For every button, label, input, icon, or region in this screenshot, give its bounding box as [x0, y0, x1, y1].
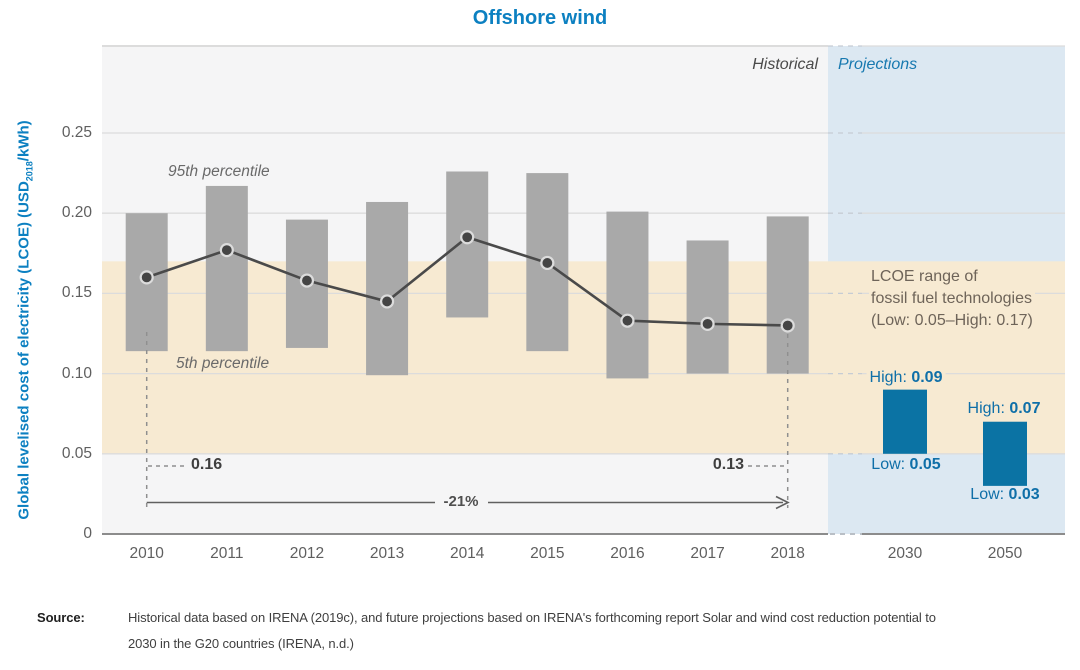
low-value: 0.03: [1008, 486, 1040, 503]
x-tick-2012: 2012: [289, 545, 325, 562]
range-bar-2018: [766, 216, 809, 374]
pct-arrow-head: [775, 495, 790, 510]
high-value: 0.07: [1009, 400, 1041, 417]
y-axis-label-unit: /kWh): [15, 120, 33, 162]
5th-percentile-label: 5th percentile: [176, 355, 270, 372]
fossil-fuel-band-label-line1: LCOE range of: [871, 268, 978, 285]
x-tick-2013: 2013: [369, 545, 405, 562]
page-title: Offshore wind: [472, 7, 608, 29]
x-tick-2010: 2010: [129, 545, 164, 562]
y-tick-0.10: 0.10: [61, 364, 92, 382]
x-tick-2050: 2050: [987, 545, 1023, 562]
avg-marker-2018: [780, 318, 795, 333]
avg-marker-2017: [700, 316, 715, 331]
y-axis-label-text: Global levelised cost of electricity (LC…: [15, 181, 33, 520]
2018-value-callout: 0.13: [712, 456, 744, 473]
projection-2030-low-label: Low: 0.05: [868, 456, 944, 474]
x-tick-2030: 2030: [887, 545, 923, 562]
x-tick-2017: 2017: [690, 545, 725, 562]
high-prefix: High:: [967, 400, 1010, 417]
source-label: Source:: [37, 610, 85, 625]
y-tick-0.05: 0.05: [61, 444, 92, 462]
2010-value-callout: 0.16: [191, 456, 223, 473]
range-bar-2016: [606, 211, 649, 379]
low-prefix: Low:: [970, 486, 1009, 503]
projection-2030-high-label: High: 0.09: [866, 369, 946, 387]
projection-bar-2050: [983, 421, 1027, 486]
low-value: 0.05: [909, 456, 941, 473]
low-prefix: Low:: [871, 456, 910, 473]
range-bar-2011: [205, 185, 248, 352]
y-tick-0.20: 0.20: [61, 204, 92, 222]
projection-2050-low-label: Low: 0.03: [967, 486, 1043, 504]
avg-marker-2010: [139, 270, 154, 285]
source-text-line2: 2030 in the G20 countries (IRENA, n.d.): [128, 636, 354, 651]
y-tick-0.15: 0.15: [61, 284, 92, 302]
source-text: Historical data based on IRENA (2019c), …: [128, 605, 1047, 657]
range-bar-2017: [686, 240, 729, 374]
x-tick-2018: 2018: [770, 545, 805, 562]
percent-change-callout: -21%: [443, 493, 479, 510]
y-tick-0: 0: [83, 525, 92, 542]
high-prefix: High:: [869, 369, 912, 386]
y-tick-0.25: 0.25: [61, 124, 92, 141]
fossil-fuel-band-label-line2: fossil fuel technologies: [871, 290, 1032, 307]
historical-panel-label: Historical: [752, 56, 818, 73]
avg-marker-2013: [379, 294, 395, 309]
avg-marker-2014: [460, 230, 475, 245]
avg-marker-2016: [620, 313, 635, 328]
95th-percentile-label: 95th percentile: [168, 163, 270, 180]
projection-bar-2030: [883, 389, 927, 454]
avg-marker-2011: [219, 242, 234, 258]
x-tick-2015: 2015: [530, 545, 565, 562]
x-tick-2011: 2011: [210, 545, 244, 562]
fossil-fuel-band-label-line3: (Low: 0.05–High: 0.17): [871, 312, 1033, 329]
source-text-line1: Historical data based on IRENA (2019c), …: [128, 610, 936, 625]
x-tick-2016: 2016: [610, 545, 645, 562]
x-tick-2014: 2014: [449, 545, 485, 562]
high-value: 0.09: [911, 369, 943, 386]
y-axis-label-subscript: 2018: [24, 161, 35, 182]
projections-panel-label: Projections: [838, 56, 918, 73]
avg-marker-2012: [299, 273, 315, 288]
projection-2050-high-label: High: 0.07: [964, 400, 1044, 418]
avg-marker-2015: [540, 255, 555, 271]
source-note: Source: Historical data based on IRENA (…: [37, 605, 1047, 657]
range-bar-2014: [446, 171, 489, 318]
fossil-fuel-band-label: LCOE range of fossil fuel technologies (…: [869, 265, 1035, 333]
